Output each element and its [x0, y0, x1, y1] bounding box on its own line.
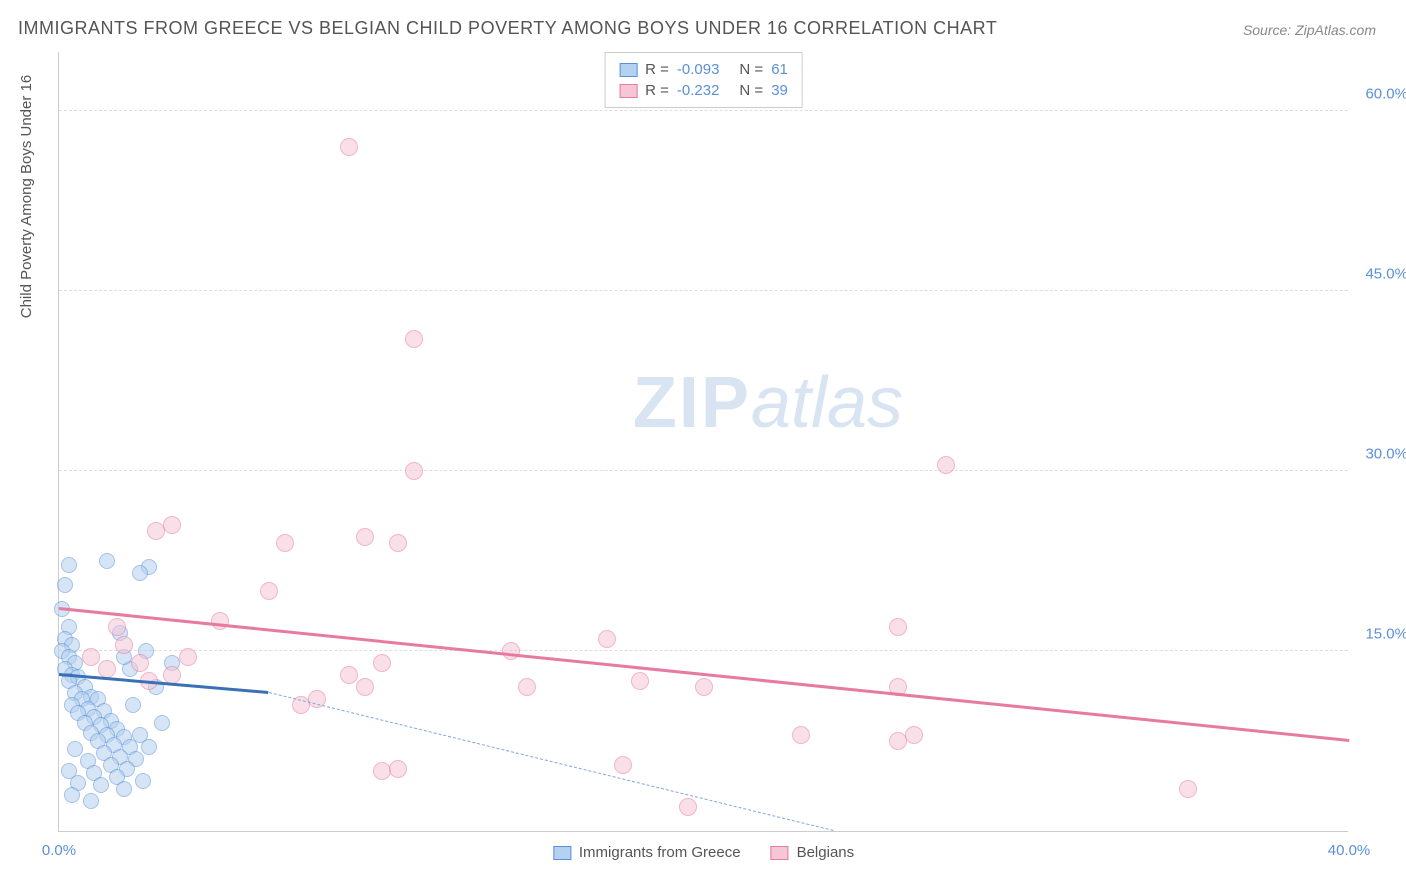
y-axis-label: Child Poverty Among Boys Under 16 — [18, 75, 35, 318]
data-point — [389, 760, 407, 778]
data-point — [132, 565, 148, 581]
legend-swatch — [619, 84, 637, 98]
x-tick-label: 40.0% — [1328, 842, 1371, 859]
data-point — [115, 636, 133, 654]
legend-r-label: R = — [645, 82, 669, 99]
watermark-zip: ZIP — [633, 363, 751, 443]
data-point — [389, 534, 407, 552]
legend-n-label: N = — [739, 61, 763, 78]
data-point — [1179, 780, 1197, 798]
grid-line — [59, 110, 1348, 111]
legend-n-value: 61 — [771, 61, 788, 78]
data-point — [405, 330, 423, 348]
legend-swatch — [553, 846, 571, 860]
data-point — [154, 715, 170, 731]
legend-item: Belgians — [771, 844, 855, 861]
y-tick-label: 60.0% — [1353, 86, 1406, 103]
data-point — [502, 642, 520, 660]
data-point — [598, 630, 616, 648]
data-point — [340, 666, 358, 684]
data-point — [889, 732, 907, 750]
legend-n-label: N = — [739, 82, 763, 99]
data-point — [61, 557, 77, 573]
legend-label: Belgians — [797, 844, 855, 861]
data-point — [695, 678, 713, 696]
data-point — [631, 672, 649, 690]
y-tick-label: 45.0% — [1353, 266, 1406, 283]
grid-line — [59, 470, 1348, 471]
grid-line — [59, 290, 1348, 291]
data-point — [83, 793, 99, 809]
data-point — [905, 726, 923, 744]
trend-line — [59, 607, 1349, 741]
data-point — [211, 612, 229, 630]
data-point — [98, 660, 116, 678]
data-point — [179, 648, 197, 666]
data-point — [82, 648, 100, 666]
legend-row: R = -0.093 N = 61 — [619, 59, 788, 80]
trend-line-extension — [269, 692, 834, 831]
data-point — [889, 618, 907, 636]
data-point — [937, 456, 955, 474]
data-point — [614, 756, 632, 774]
data-point — [67, 741, 83, 757]
legend-n-value: 39 — [771, 82, 788, 99]
watermark: ZIPatlas — [633, 362, 903, 444]
data-point — [792, 726, 810, 744]
correlation-legend: R = -0.093 N = 61 R = -0.232 N = 39 — [604, 52, 803, 108]
data-point — [405, 462, 423, 480]
data-point — [131, 654, 149, 672]
source-label: Source: ZipAtlas.com — [1243, 22, 1376, 38]
data-point — [57, 577, 73, 593]
data-point — [116, 781, 132, 797]
data-point — [356, 678, 374, 696]
data-point — [64, 787, 80, 803]
data-point — [125, 697, 141, 713]
legend-swatch — [619, 63, 637, 77]
data-point — [260, 582, 278, 600]
legend-label: Immigrants from Greece — [579, 844, 741, 861]
legend-swatch — [771, 846, 789, 860]
data-point — [373, 654, 391, 672]
series-legend: Immigrants from Greece Belgians — [553, 844, 854, 861]
chart-title: IMMIGRANTS FROM GREECE VS BELGIAN CHILD … — [18, 18, 997, 39]
chart-container: IMMIGRANTS FROM GREECE VS BELGIAN CHILD … — [0, 0, 1406, 892]
data-point — [373, 762, 391, 780]
data-point — [356, 528, 374, 546]
grid-line — [59, 650, 1348, 651]
y-tick-label: 15.0% — [1353, 626, 1406, 643]
legend-row: R = -0.232 N = 39 — [619, 80, 788, 101]
y-tick-label: 30.0% — [1353, 446, 1406, 463]
data-point — [93, 777, 109, 793]
x-tick-label: 0.0% — [42, 842, 76, 859]
data-point — [518, 678, 536, 696]
data-point — [141, 739, 157, 755]
legend-r-value: -0.093 — [677, 61, 720, 78]
legend-r-label: R = — [645, 61, 669, 78]
plot-area: ZIPatlas R = -0.093 N = 61 R = -0.232 N = 3… — [58, 52, 1348, 832]
legend-item: Immigrants from Greece — [553, 844, 741, 861]
watermark-atlas: atlas — [751, 363, 903, 443]
legend-r-value: -0.232 — [677, 82, 720, 99]
data-point — [276, 534, 294, 552]
data-point — [99, 553, 115, 569]
data-point — [163, 516, 181, 534]
data-point — [679, 798, 697, 816]
data-point — [147, 522, 165, 540]
data-point — [108, 618, 126, 636]
data-point — [340, 138, 358, 156]
data-point — [135, 773, 151, 789]
